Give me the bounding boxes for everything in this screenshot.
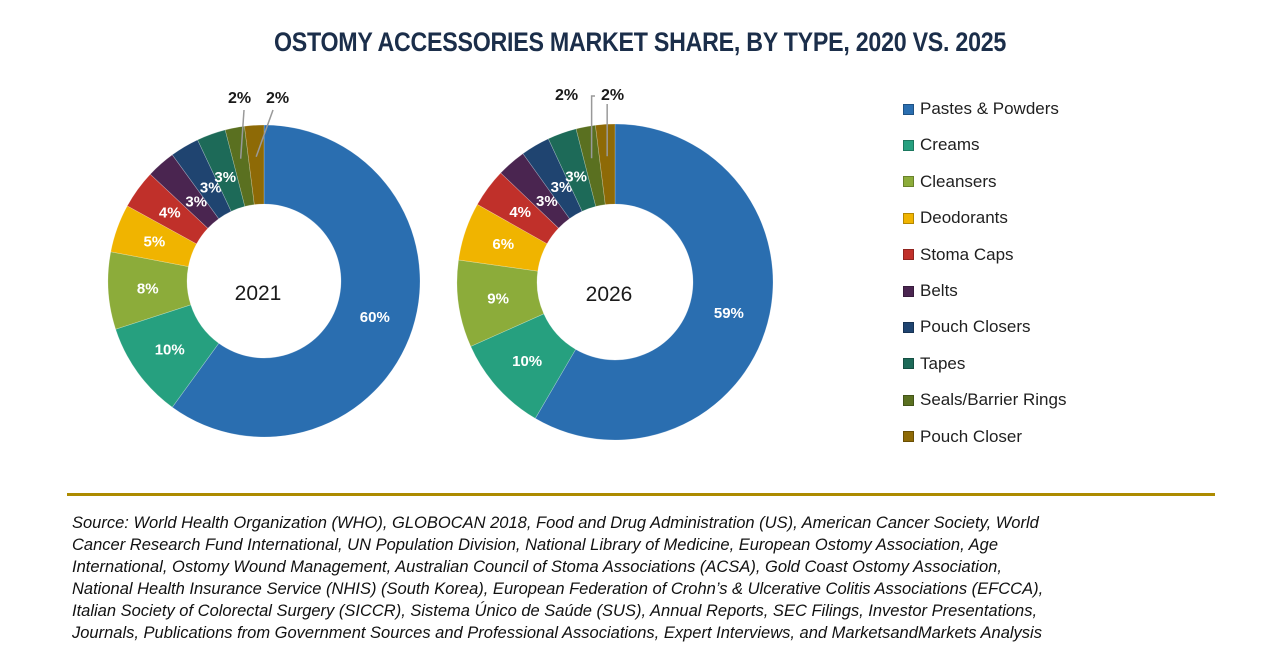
center-year-label: 2026 bbox=[586, 283, 633, 306]
slice-label-pastes-powders: 60% bbox=[360, 309, 390, 326]
slice-seals-barrier-rings bbox=[224, 125, 255, 207]
source-line: Italian Society of Colorectal Surgery (S… bbox=[72, 602, 1038, 620]
legend-label: Stoma Caps bbox=[920, 244, 1014, 264]
slice-creams bbox=[115, 304, 220, 408]
slice-tapes bbox=[547, 128, 597, 212]
center-year-label: 2021 bbox=[235, 282, 282, 305]
slice-label-creams: 10% bbox=[512, 353, 542, 370]
slice-cleansers bbox=[107, 251, 192, 330]
leader-line bbox=[239, 109, 245, 159]
source-line: Journals, Publications from Government S… bbox=[72, 624, 1042, 642]
slice-label-pouch-closer: 2% bbox=[601, 87, 624, 104]
legend-label: Deodorants bbox=[920, 208, 1008, 228]
slice-label-pouch-closers: 3% bbox=[551, 179, 573, 196]
chart-title: OSTOMY ACCESSORIES MARKET SHARE, BY TYPE… bbox=[273, 27, 1007, 57]
slice-stoma-caps bbox=[126, 173, 209, 245]
legend-label: Belts bbox=[920, 281, 958, 300]
divider bbox=[67, 493, 1215, 496]
slice-label-seals-barrier-rings: 2% bbox=[228, 90, 251, 107]
slice-pouch-closer bbox=[595, 123, 616, 205]
slice-seals-barrier-rings bbox=[575, 124, 606, 207]
slice-pouch-closers bbox=[522, 138, 583, 220]
source-line: Source: World Health Organization (WHO),… bbox=[72, 514, 1039, 532]
source-line: National Health Insurance Service (NHIS)… bbox=[72, 580, 1044, 598]
legend-item-pouch-closer: Pouch Closer bbox=[903, 427, 1022, 447]
slice-label-cleansers: 8% bbox=[137, 280, 159, 297]
slice-label-seals-barrier-rings: 2% bbox=[555, 87, 578, 104]
legend-item-seals-barrier-rings: Seals/Barrier Rings bbox=[903, 390, 1066, 410]
legend-swatch bbox=[903, 176, 914, 188]
leader-line bbox=[255, 109, 274, 157]
slice-label-pouch-closers: 3% bbox=[200, 180, 222, 197]
legend-item-pastes-powders: Pastes & Powders bbox=[903, 99, 1059, 119]
slice-label-cleansers: 9% bbox=[487, 290, 509, 307]
source-note: Source: World Health Organization (WHO),… bbox=[72, 512, 1232, 644]
slice-belts bbox=[500, 153, 570, 229]
legend-swatch bbox=[903, 285, 914, 297]
legend-label: Pastes & Powders bbox=[920, 99, 1059, 118]
legend-item-stoma-caps: Stoma Caps bbox=[903, 245, 1014, 265]
slice-belts bbox=[149, 154, 220, 229]
slice-label-pouch-closer: 2% bbox=[266, 90, 289, 107]
legend-swatch bbox=[903, 431, 914, 443]
legend-swatch bbox=[903, 249, 914, 261]
slice-label-belts: 3% bbox=[185, 194, 207, 211]
donut-charts: 60%10%8%5%4%3%3%3%2% 2%2021 59%10%9%6%4%3… bbox=[107, 87, 774, 441]
legend-label: Seals/Barrier Rings bbox=[920, 390, 1067, 410]
legend-label: Creams bbox=[920, 135, 980, 155]
slice-pastes-powders bbox=[171, 124, 421, 438]
slice-label-deodorants: 5% bbox=[144, 234, 166, 251]
legend-item-creams: Creams bbox=[903, 135, 980, 155]
leader-line bbox=[590, 95, 595, 159]
legend-swatch bbox=[903, 394, 914, 406]
legend-swatch bbox=[903, 103, 914, 115]
legend-item-cleansers: Cleansers bbox=[903, 172, 997, 192]
legend-item-belts: Belts bbox=[903, 281, 958, 301]
legend-label: Tapes bbox=[920, 353, 966, 373]
slice-label-belts: 3% bbox=[536, 193, 558, 210]
slice-pouch-closer bbox=[244, 124, 265, 205]
legend-swatch bbox=[903, 358, 914, 370]
source-line: Cancer Research Fund International, UN P… bbox=[72, 536, 998, 554]
slice-label-stoma-caps: 4% bbox=[159, 205, 181, 222]
legend-label: Pouch Closer bbox=[920, 426, 1023, 446]
slice-label-stoma-caps: 4% bbox=[509, 204, 531, 221]
legend-item-deodorants: Deodorants bbox=[903, 208, 1008, 228]
donut-2021: 60%10%8%5%4%3%3%3%2% 2%2021 bbox=[107, 90, 421, 438]
legend-item-tapes: Tapes bbox=[903, 354, 965, 374]
legend-label: Cleansers bbox=[920, 171, 997, 191]
slice-cleansers bbox=[456, 259, 545, 347]
slice-label-pastes-powders: 59% bbox=[714, 305, 744, 322]
slice-label-tapes: 3% bbox=[565, 168, 587, 185]
legend-swatch bbox=[903, 139, 914, 151]
donut-2026: 59%10%9%6%4%3%3%3%2% 2%2026 bbox=[456, 87, 774, 441]
legend-swatch bbox=[903, 212, 914, 224]
legend-swatch bbox=[903, 321, 914, 333]
source-line: International, Ostomy Wound Management, … bbox=[72, 558, 1002, 576]
slice-deodorants bbox=[458, 204, 548, 272]
legend-item-pouch-closers: Pouch Closers bbox=[903, 317, 1031, 337]
slice-creams bbox=[470, 313, 577, 419]
slice-label-deodorants: 6% bbox=[492, 236, 514, 253]
slice-pastes-powders bbox=[534, 123, 774, 441]
slice-label-creams: 10% bbox=[155, 341, 185, 358]
legend-label: Pouch Closers bbox=[920, 317, 1031, 337]
slice-label-tapes: 3% bbox=[214, 169, 236, 186]
